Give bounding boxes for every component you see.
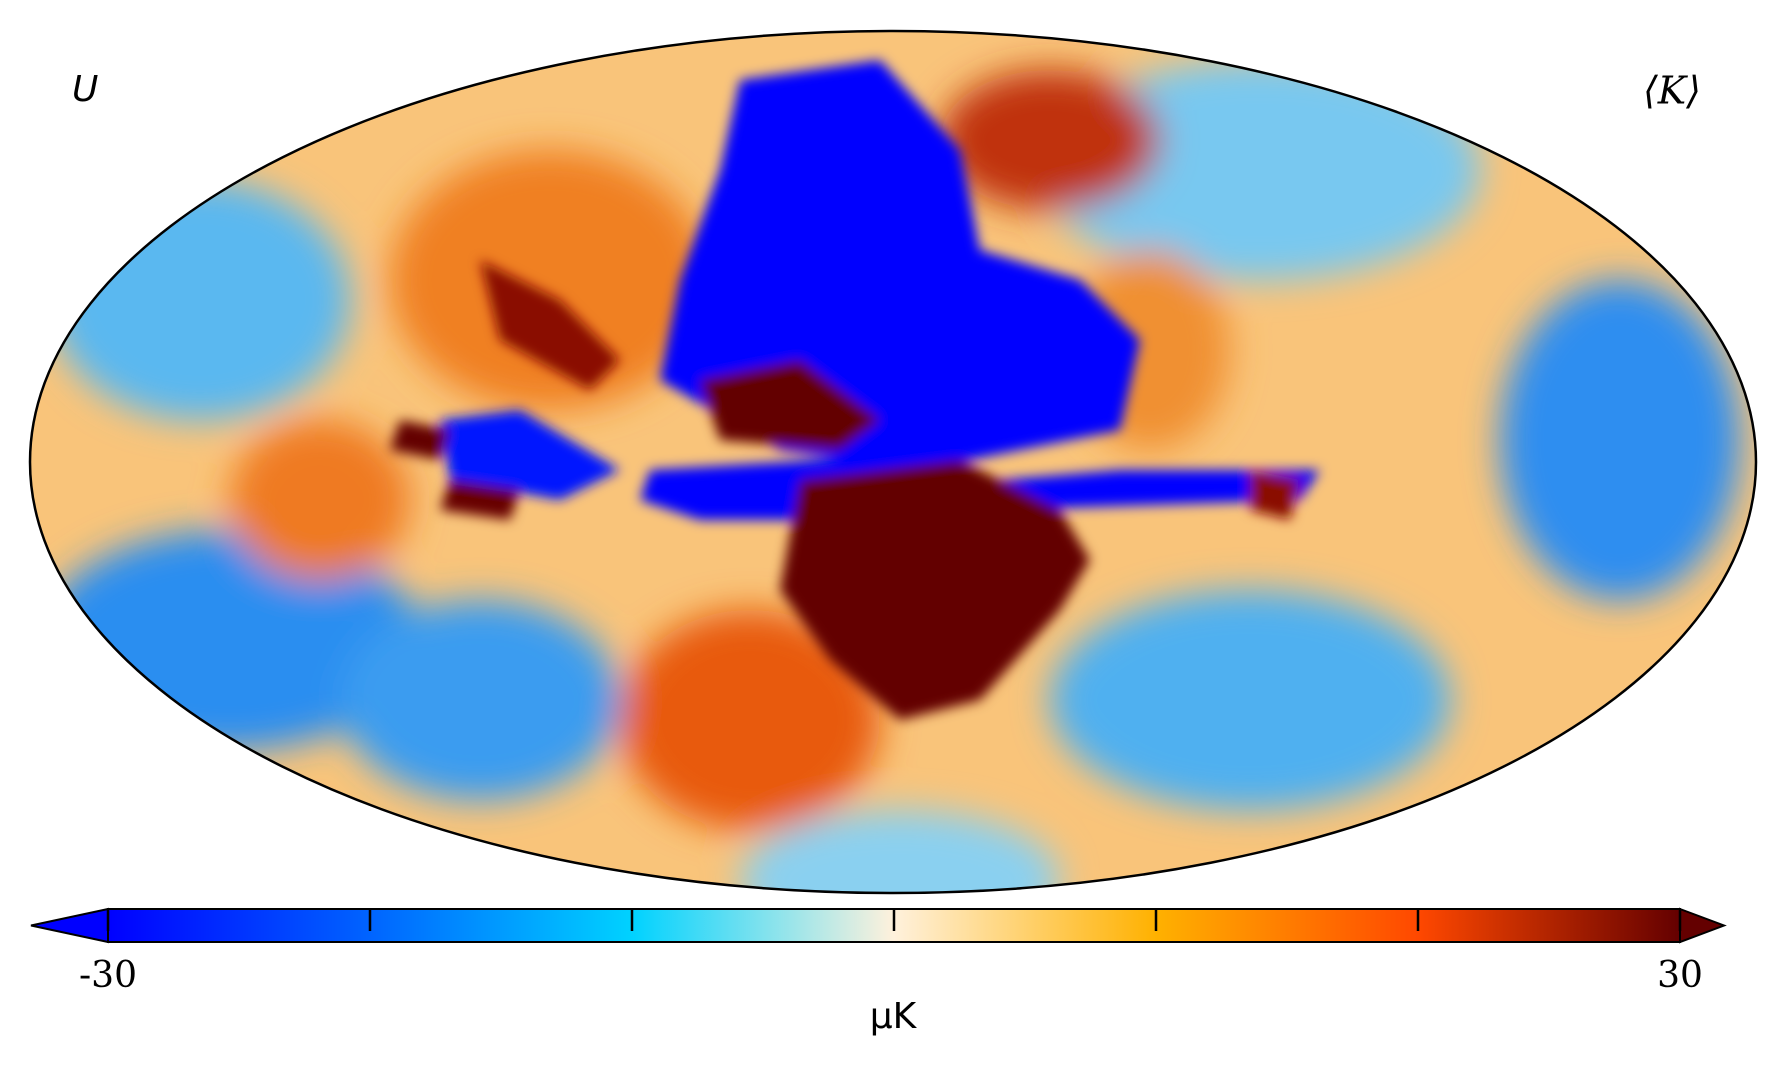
corner-label: ⟨K⟩ bbox=[1643, 69, 1701, 113]
colorbar-label: μK bbox=[870, 996, 918, 1037]
map-outline bbox=[28, 29, 1758, 895]
map-label: U bbox=[72, 69, 98, 110]
colorbar-extend-low bbox=[30, 907, 109, 944]
colorbar-tick-label: -30 bbox=[79, 955, 137, 996]
colorbar-extend-high bbox=[1679, 907, 1727, 944]
colorbar-tick-label: 30 bbox=[1657, 955, 1703, 996]
colorbar: -30 30 bbox=[30, 907, 1727, 996]
